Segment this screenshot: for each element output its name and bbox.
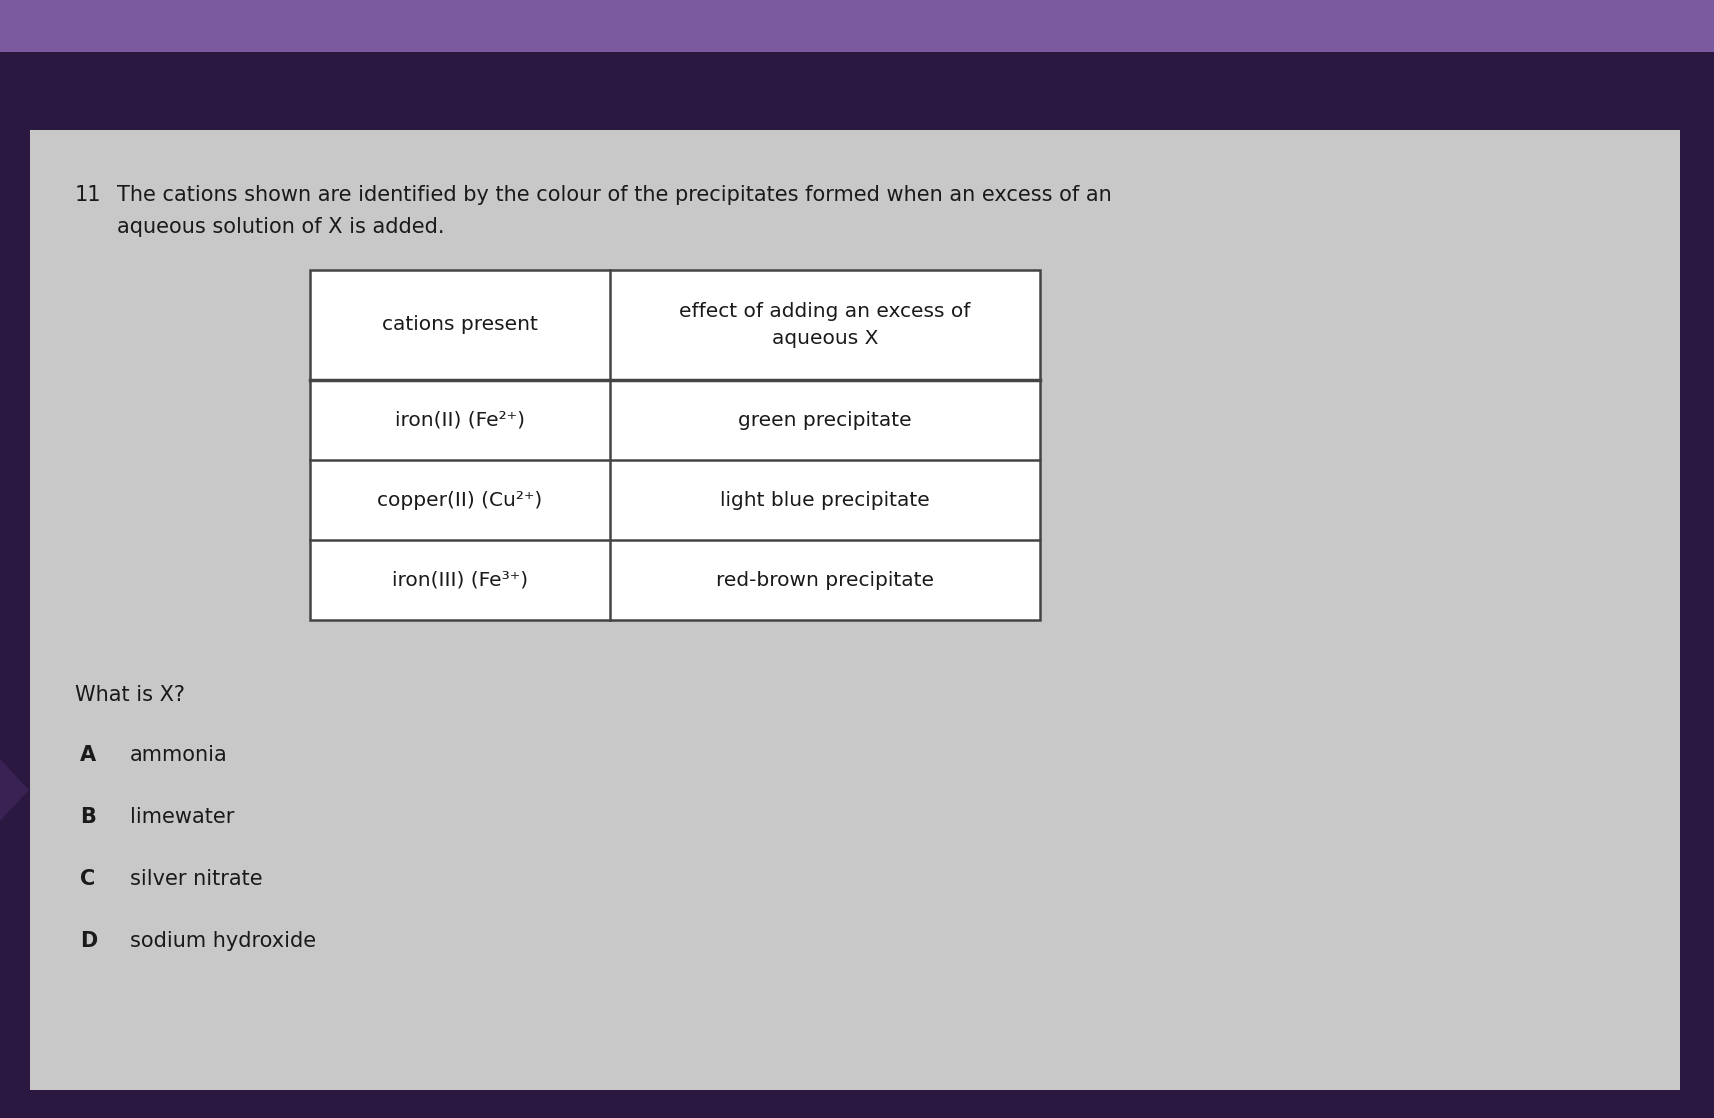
Text: red-brown precipitate: red-brown precipitate	[715, 570, 934, 589]
Text: D: D	[81, 931, 98, 951]
Text: The cations shown are identified by the colour of the precipitates formed when a: The cations shown are identified by the …	[117, 184, 1111, 205]
Bar	[0, 0, 1714, 53]
Text: sodium hydroxide: sodium hydroxide	[130, 931, 315, 951]
Bar	[29, 130, 1680, 1090]
Text: iron(III) (Fe³⁺): iron(III) (Fe³⁺)	[393, 570, 528, 589]
Text: ammonia: ammonia	[130, 745, 228, 765]
Text: limewater: limewater	[130, 807, 235, 827]
Text: light blue precipitate: light blue precipitate	[720, 491, 929, 510]
Text: C: C	[81, 869, 96, 889]
Text: What is X?: What is X?	[75, 685, 185, 705]
Text: silver nitrate: silver nitrate	[130, 869, 262, 889]
Text: copper(II) (Cu²⁺): copper(II) (Cu²⁺)	[377, 491, 542, 510]
Text: 11: 11	[75, 184, 101, 205]
Text: cations present: cations present	[382, 315, 538, 334]
Text: A: A	[81, 745, 96, 765]
Text: B: B	[81, 807, 96, 827]
Polygon shape	[0, 760, 27, 819]
Bar	[310, 271, 1039, 620]
Text: green precipitate: green precipitate	[737, 410, 912, 429]
Text: effect of adding an excess of
aqueous X: effect of adding an excess of aqueous X	[679, 302, 970, 348]
Text: aqueous solution of X is added.: aqueous solution of X is added.	[117, 217, 444, 237]
Text: iron(II) (Fe²⁺): iron(II) (Fe²⁺)	[394, 410, 524, 429]
